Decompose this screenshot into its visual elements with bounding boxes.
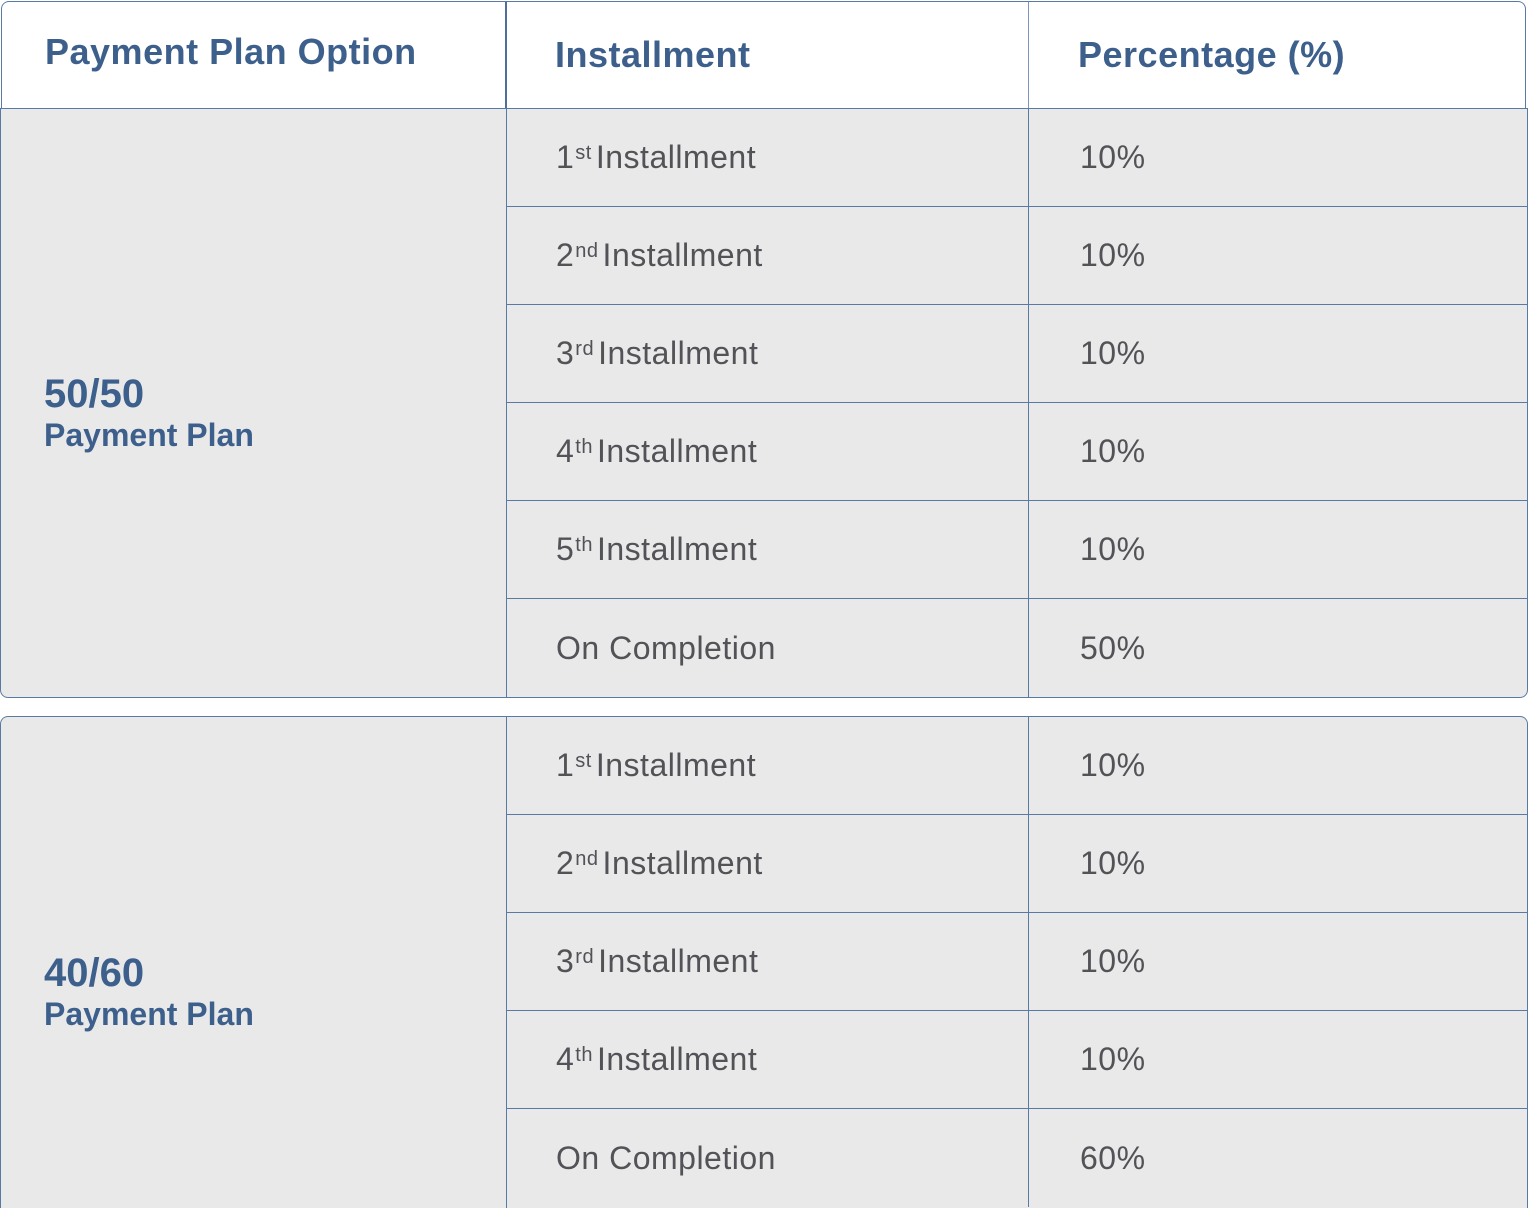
percentage-cell: 10% [1080, 335, 1146, 371]
header-percentage: Percentage (%) [1078, 34, 1346, 75]
table-row: On Completion 60% [507, 1109, 1527, 1207]
header-installment: Installment [507, 2, 1029, 108]
percentage-cell: 10% [1080, 1041, 1146, 1077]
header-payment-plan-option: Payment Plan Option [2, 2, 507, 108]
plan-name: Payment Plan [44, 995, 254, 1032]
percentage-cell: 10% [1080, 943, 1146, 979]
plan-name: Payment Plan [44, 417, 254, 453]
percentage-cell: 10% [1080, 531, 1146, 567]
percentage-cell: 10% [1080, 139, 1146, 175]
plan-label: 40/60 Payment Plan [1, 717, 507, 1208]
percentage-cell: 50% [1080, 629, 1146, 666]
plan-ratio: 50/50 [44, 372, 145, 416]
percentage-cell: 10% [1080, 845, 1146, 881]
percentage-cell: 10% [1080, 747, 1146, 783]
percentage-cell: 10% [1080, 237, 1146, 273]
percentage-cell: 60% [1080, 1139, 1146, 1176]
table-row: On Completion 50% [507, 599, 1527, 697]
installment-cell: On Completion [507, 599, 1029, 697]
plan-ratio: 40/60 [44, 950, 145, 995]
table-header: Payment Plan Option Installment Percenta… [1, 1, 1526, 108]
plan-label: 50/50 Payment Plan [1, 109, 507, 697]
percentage-cell: 10% [1080, 433, 1146, 469]
installment-cell: On Completion [507, 1109, 1029, 1207]
